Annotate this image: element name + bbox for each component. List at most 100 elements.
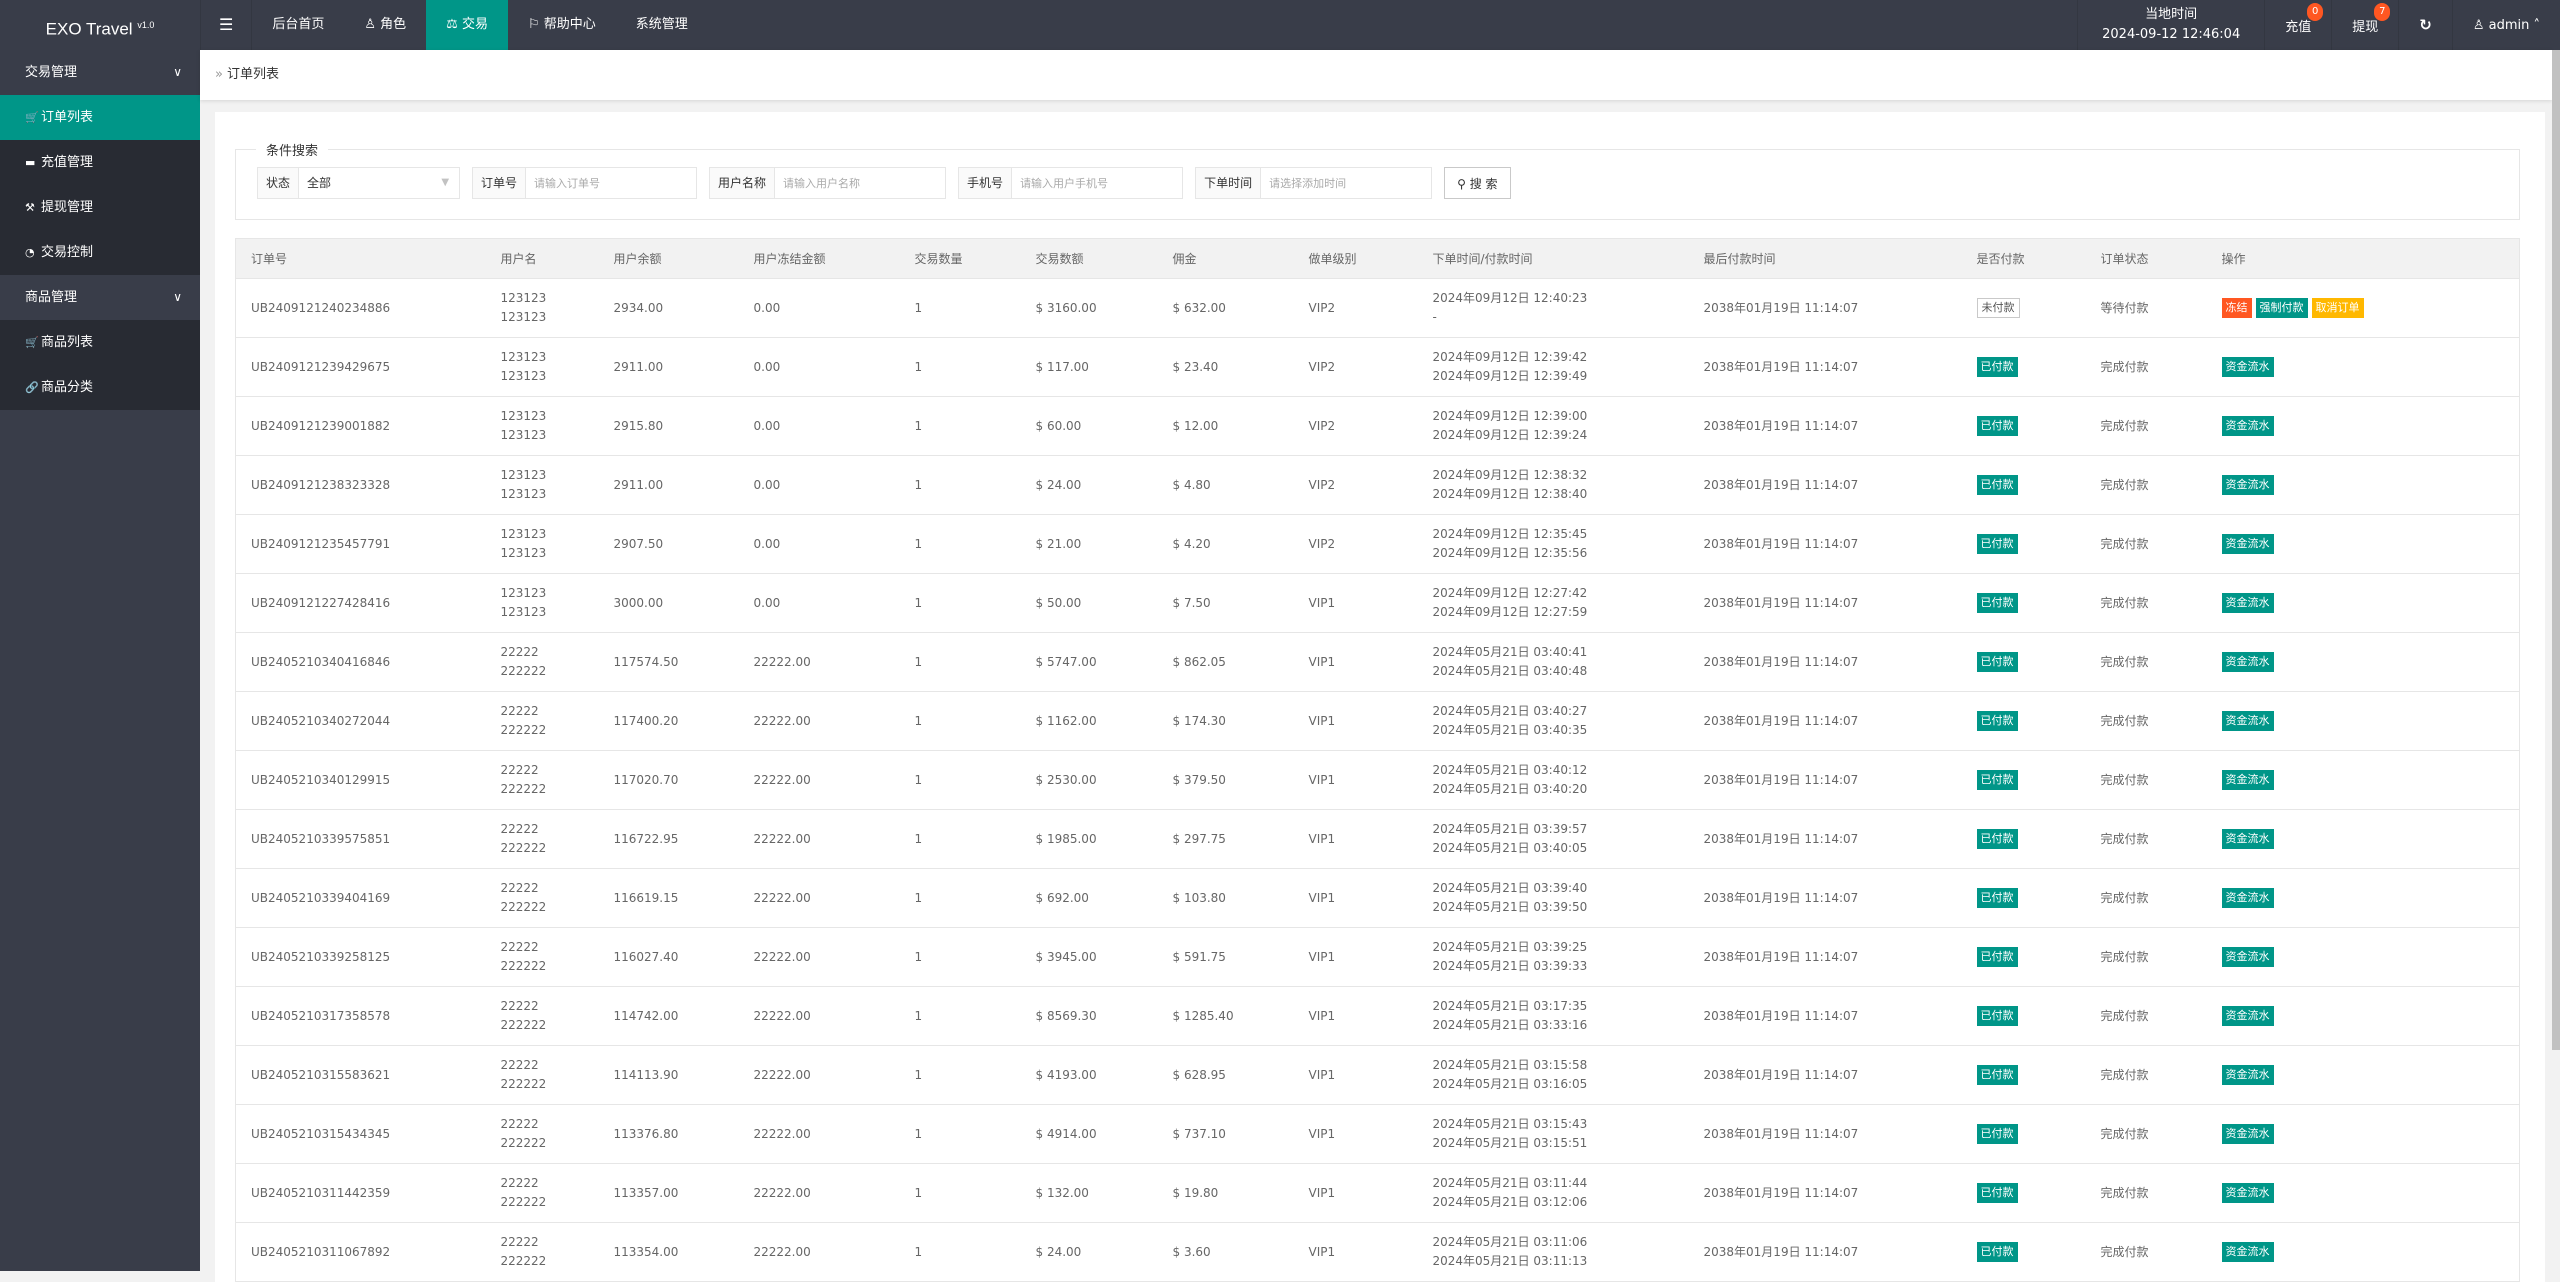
- order-id-value: UB2409121227428416: [251, 595, 391, 610]
- order-status: 完成付款: [2085, 514, 2207, 574]
- action-button[interactable]: 取消订单: [2311, 298, 2364, 318]
- username-value: 222222: [500, 723, 547, 737]
- phone-input[interactable]: [1012, 168, 1183, 198]
- actions-cell: 资金流水: [2206, 573, 2520, 633]
- content-card: 条件搜索 状态 全部▼ 订单号 用户名称 手机号 下单时间 ⚲ 搜 索 订单号用…: [215, 112, 2545, 1282]
- order-pay-time-value: 2024年05月21日 03:11:13: [1432, 1254, 1588, 1268]
- hamburger-icon[interactable]: ☰: [200, 0, 253, 50]
- frozen-amount: 0.00: [738, 573, 900, 633]
- double-chevron-icon: »: [215, 67, 223, 82]
- nav-item-0[interactable]: 后台首页: [252, 0, 344, 50]
- action-button[interactable]: 资金流水: [2221, 475, 2274, 495]
- paid-badge: 未付款: [1976, 298, 2020, 318]
- username-value: 222222: [500, 1195, 547, 1209]
- sidebar-item-0-2[interactable]: ⚒ 提现管理: [0, 185, 200, 230]
- order-pay-time-value: 2024年05月21日 03:16:05: [1432, 1077, 1588, 1091]
- frozen-amount-value: 0.00: [753, 477, 781, 492]
- last-pay-time: 2038年01月19日 11:14:07: [1688, 337, 1962, 397]
- order-input[interactable]: [526, 168, 697, 198]
- nav-item-3[interactable]: ⚐ 帮助中心: [508, 0, 616, 50]
- frozen-amount-value: 22222.00: [753, 1008, 811, 1023]
- table-row: UB2405210339404169 22222 222222 116619.15 22…: [235, 868, 2520, 928]
- nav-item-label: 角色: [380, 17, 407, 32]
- nav-item-2[interactable]: ⚖ 交易: [426, 0, 508, 50]
- action-button[interactable]: 资金流水: [2221, 1006, 2274, 1026]
- action-button[interactable]: 冻结: [2221, 298, 2252, 318]
- action-button[interactable]: 资金流水: [2221, 416, 2274, 436]
- action-button[interactable]: 资金流水: [2221, 593, 2274, 613]
- nav-item-1[interactable]: ♙ 角色: [344, 0, 426, 50]
- action-button[interactable]: 资金流水: [2221, 1065, 2274, 1085]
- balance-value: 117574.50: [613, 654, 679, 669]
- username: 123123 123123: [485, 455, 599, 515]
- local-time-value: 2024-09-12 12:46:04: [2102, 27, 2241, 42]
- user-menu[interactable]: ♙ admin ˄: [2451, 0, 2560, 50]
- sidebar-group-0[interactable]: 交易管理 ∨: [0, 50, 200, 95]
- trade-amount-value: $ 5747.00: [1035, 654, 1097, 669]
- order-pay-time-value: 2024年09月12日 12:27:42: [1432, 586, 1588, 600]
- action-button[interactable]: 资金流水: [2221, 711, 2274, 731]
- order-status: 完成付款: [2085, 337, 2207, 397]
- order-id: UB2405210311067892: [235, 1222, 486, 1282]
- action-button[interactable]: 强制付款: [2255, 298, 2308, 318]
- time-input[interactable]: [1261, 168, 1432, 198]
- quantity: 1: [899, 1104, 1021, 1164]
- header-right: 当地时间 2024-09-12 12:46:04 充值 0 提现 7 ↻ ♙ adm…: [2077, 0, 2560, 50]
- search-button[interactable]: ⚲ 搜 索: [1444, 167, 1511, 199]
- sidebar-item-0-1[interactable]: ▬ 充值管理: [0, 140, 200, 185]
- order-pay-time-value: 2024年05月21日 03:39:25: [1432, 940, 1588, 954]
- username: 22222 222222: [485, 632, 599, 692]
- refresh-icon[interactable]: ↻: [2398, 0, 2452, 50]
- paid-badge: 已付款: [1976, 357, 2018, 377]
- last-pay-time: 2038年01月19日 11:14:07: [1688, 1222, 1962, 1282]
- trade-amount: $ 5747.00: [1020, 632, 1158, 692]
- order-pay-time: 2024年05月21日 03:15:58 2024年05月21日 03:16:05: [1417, 1045, 1689, 1105]
- quantity-value: 1: [914, 831, 923, 846]
- order-status-value: 完成付款: [2100, 772, 2149, 787]
- frozen-amount-value: 22222.00: [753, 1067, 811, 1082]
- nav-item-4[interactable]: 系统管理: [616, 0, 708, 50]
- trade-amount-value: $ 3160.00: [1035, 300, 1097, 315]
- action-button[interactable]: 资金流水: [2221, 1242, 2274, 1262]
- action-button[interactable]: 资金流水: [2221, 534, 2274, 554]
- action-button[interactable]: 资金流水: [2221, 357, 2274, 377]
- action-button[interactable]: 资金流水: [2221, 888, 2274, 908]
- sidebar-item-1-0[interactable]: 🛒 商品列表: [0, 320, 200, 365]
- action-button[interactable]: 资金流水: [2221, 652, 2274, 672]
- frozen-amount: 22222.00: [738, 1104, 900, 1164]
- commission: $ 737.10: [1157, 1104, 1294, 1164]
- frozen-amount: 0.00: [738, 278, 900, 338]
- trade-amount-value: $ 24.00: [1035, 477, 1082, 492]
- username-input[interactable]: [775, 168, 946, 198]
- action-button[interactable]: 资金流水: [2221, 1183, 2274, 1203]
- last-pay-time-value: 2038年01月19日 11:14:07: [1703, 654, 1859, 669]
- balance: 113357.00: [598, 1163, 739, 1223]
- status-select[interactable]: 状态 全部 ▼: [257, 167, 461, 199]
- action-button[interactable]: 资金流水: [2221, 829, 2274, 849]
- action-button[interactable]: 资金流水: [2221, 947, 2274, 967]
- phone-label: 手机号: [959, 168, 1013, 198]
- action-button[interactable]: 资金流水: [2221, 770, 2274, 790]
- phone-field: 手机号: [958, 167, 1184, 199]
- order-id: UB2405210340272044: [235, 691, 486, 751]
- scrollbar[interactable]: [2552, 50, 2560, 1050]
- username-value: 22222: [500, 704, 539, 718]
- actions-cell: 资金流水: [2206, 1045, 2520, 1105]
- username-value: 22222: [500, 822, 539, 836]
- withdraw-button[interactable]: 提现 7: [2331, 0, 2398, 50]
- sidebar-item-label: 提现管理: [41, 200, 94, 215]
- level: VIP2: [1293, 455, 1418, 515]
- app-logo[interactable]: EXO Travel v1.0: [0, 0, 200, 50]
- commission-value: $ 174.30: [1172, 713, 1226, 728]
- paid-badge: 已付款: [1976, 770, 2018, 790]
- order-id-value: UB2405210339575851: [251, 831, 391, 846]
- paid-badge: 已付款: [1976, 475, 2018, 495]
- sidebar-item-0-0[interactable]: 🛒 订单列表: [0, 95, 200, 140]
- sidebar-group-1[interactable]: 商品管理 ∨: [0, 275, 200, 320]
- order-id: UB2405210340416846: [235, 632, 486, 692]
- action-button[interactable]: 资金流水: [2221, 1124, 2274, 1144]
- sidebar-item-0-3[interactable]: ◔ 交易控制: [0, 230, 200, 275]
- recharge-button[interactable]: 充值 0: [2264, 0, 2331, 50]
- sidebar-item-1-1[interactable]: 🔗 商品分类: [0, 365, 200, 410]
- last-pay-time-value: 2038年01月19日 11:14:07: [1703, 1126, 1859, 1141]
